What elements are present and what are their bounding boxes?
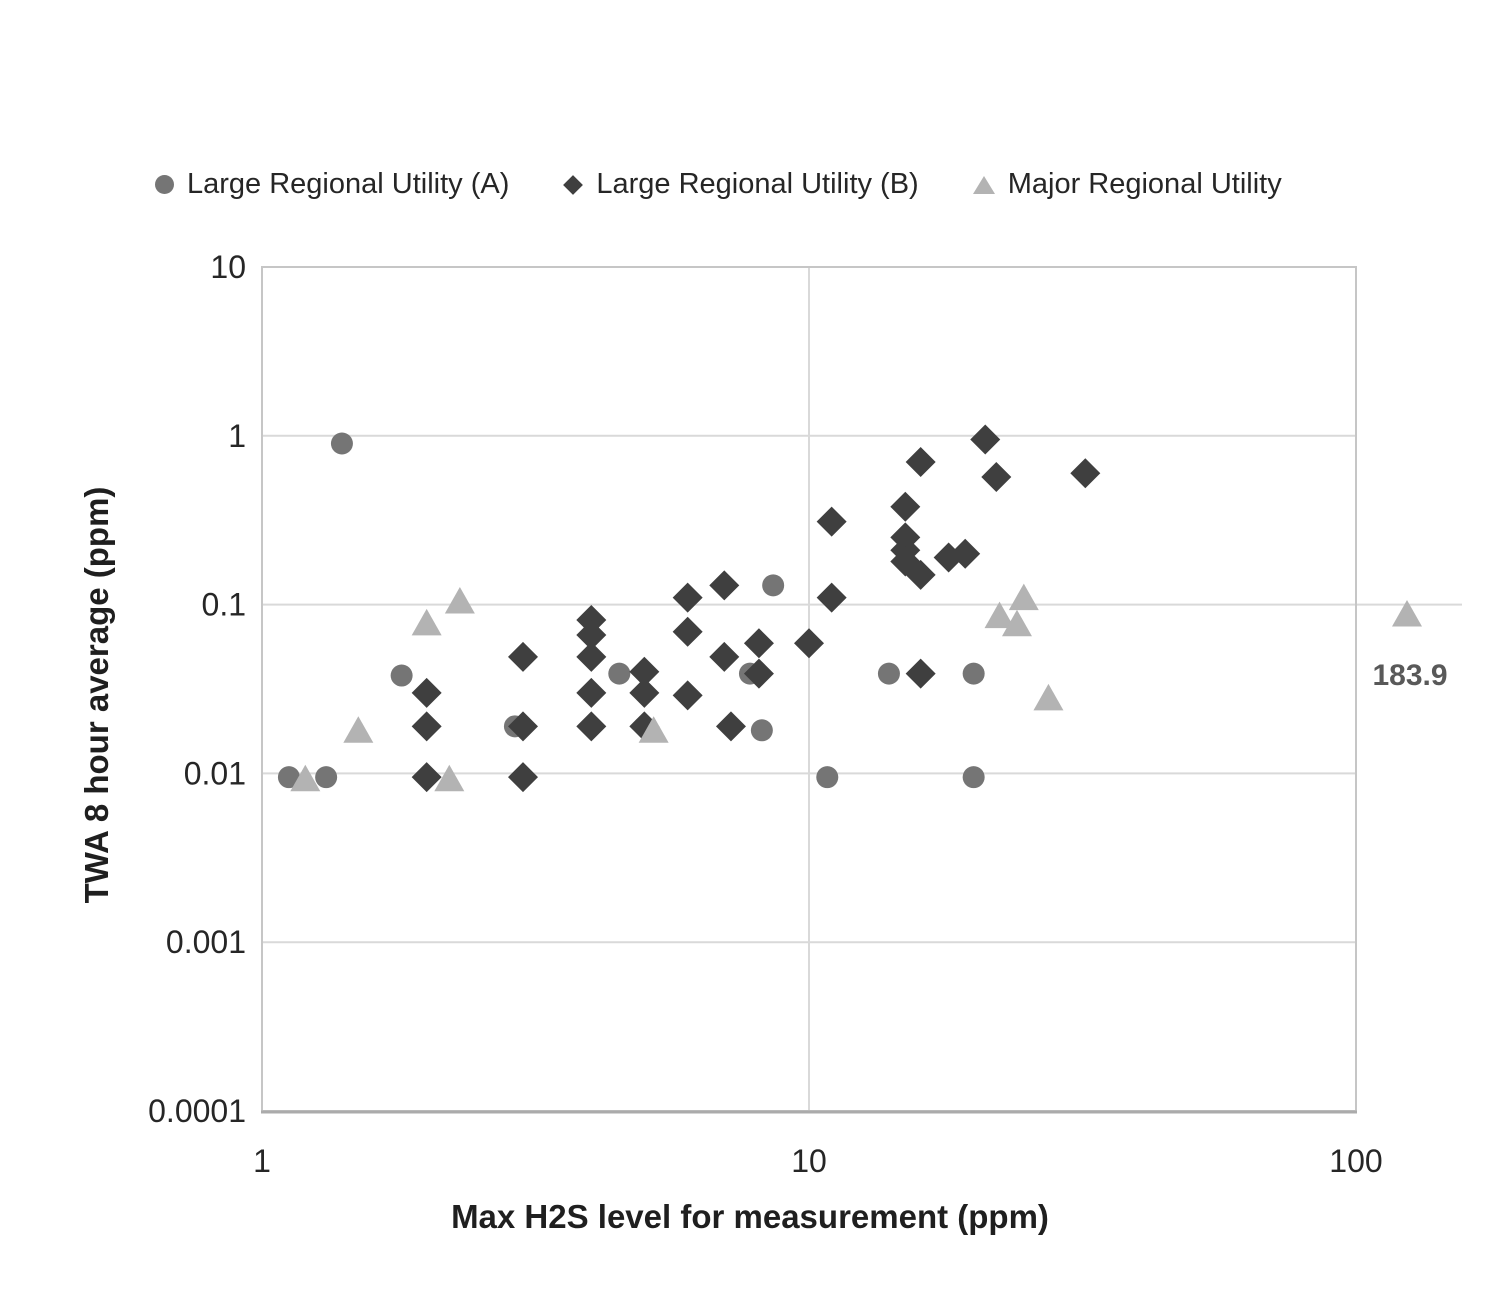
y-tick-label: 1 (228, 418, 246, 454)
data-point-diamond (629, 677, 660, 708)
legend: Large Regional Utility (A) Large Regiona… (155, 168, 1282, 201)
data-point-triangle (444, 587, 475, 614)
data-point-diamond (709, 641, 740, 672)
data-point-circle (762, 574, 785, 597)
data-point-diamond (576, 605, 607, 636)
data-point-diamond (576, 711, 607, 742)
data-point-triangle (290, 764, 321, 792)
data-point-triangle (411, 608, 442, 636)
legend-item-major-regional-utility: Major Regional Utility (972, 168, 1282, 201)
data-point-diamond (672, 680, 703, 711)
data-point-diamond (576, 641, 607, 672)
data-point-diamond (672, 616, 703, 647)
data-point-diamond (576, 620, 607, 651)
outlier-point-triangle (1392, 599, 1422, 627)
y-tick-label: 0.001 (166, 924, 246, 960)
data-point-diamond (411, 762, 442, 793)
legend-label: Major Regional Utility (1007, 168, 1282, 200)
x-tick-label: 1 (253, 1143, 271, 1179)
legend-label: Large Regional Utility (B) (596, 168, 919, 200)
y-tick-label: 0.0001 (148, 1093, 246, 1129)
data-point-triangle (1001, 609, 1032, 637)
data-point-diamond (794, 628, 824, 659)
circle-marker-icon (155, 175, 174, 194)
triangle-marker-icon (972, 175, 995, 194)
data-point-diamond (905, 658, 936, 689)
data-point-circle (608, 662, 631, 685)
data-point-diamond (411, 677, 442, 708)
legend-item-large-regional-utility-b: Large Regional Utility (B) (563, 168, 919, 201)
data-point-diamond (576, 677, 607, 708)
x-axis-title: Max H2S level for measurement (ppm) (451, 1198, 1049, 1235)
data-point-triangle (1008, 583, 1039, 611)
data-point-diamond (743, 658, 774, 689)
data-point-triangle (434, 764, 465, 792)
data-point-diamond (981, 462, 1012, 493)
data-point-triangle (984, 601, 1015, 629)
y-axis-title: TWA 8 hour average (ppm) (78, 486, 115, 904)
data-point-diamond (672, 582, 703, 613)
y-tick-label: 10 (210, 249, 246, 285)
data-point-diamond (816, 582, 847, 613)
data-point-triangle (343, 716, 374, 743)
data-point-diamond (970, 424, 1001, 455)
data-point-circle (816, 766, 839, 789)
data-point-triangle (638, 716, 669, 743)
data-point-diamond (715, 711, 746, 742)
data-point-circle (390, 664, 413, 687)
y-tick-label: 0.1 (202, 587, 246, 623)
y-tick-label: 0.01 (184, 755, 246, 791)
data-point-diamond (507, 641, 538, 672)
data-point-triangle (1033, 683, 1064, 711)
data-point-circle (877, 662, 900, 685)
data-point-circle (962, 662, 985, 685)
data-point-circle (315, 766, 338, 789)
x-tick-label: 10 (791, 1143, 827, 1179)
outlier-value-label: 183.9 (1372, 659, 1447, 692)
data-point-diamond (743, 628, 774, 659)
data-point-circle (330, 432, 353, 455)
data-point-diamond (890, 491, 921, 522)
data-point-diamond (507, 711, 538, 742)
data-point-diamond (905, 559, 936, 590)
data-point-diamond (1070, 458, 1101, 489)
data-point-diamond (629, 656, 660, 687)
data-point-circle (277, 766, 300, 789)
legend-label: Large Regional Utility (A) (187, 168, 510, 200)
data-point-diamond (816, 506, 847, 537)
data-point-circle (962, 766, 985, 789)
data-point-diamond (709, 570, 740, 601)
data-point-diamond (411, 711, 442, 742)
data-point-diamond (507, 762, 538, 793)
data-point-circle (750, 719, 773, 742)
legend-item-large-regional-utility-a: Large Regional Utility (A) (155, 168, 509, 201)
data-point-diamond (950, 538, 981, 569)
data-point-diamond (905, 446, 936, 477)
x-tick-label: 100 (1329, 1143, 1382, 1179)
